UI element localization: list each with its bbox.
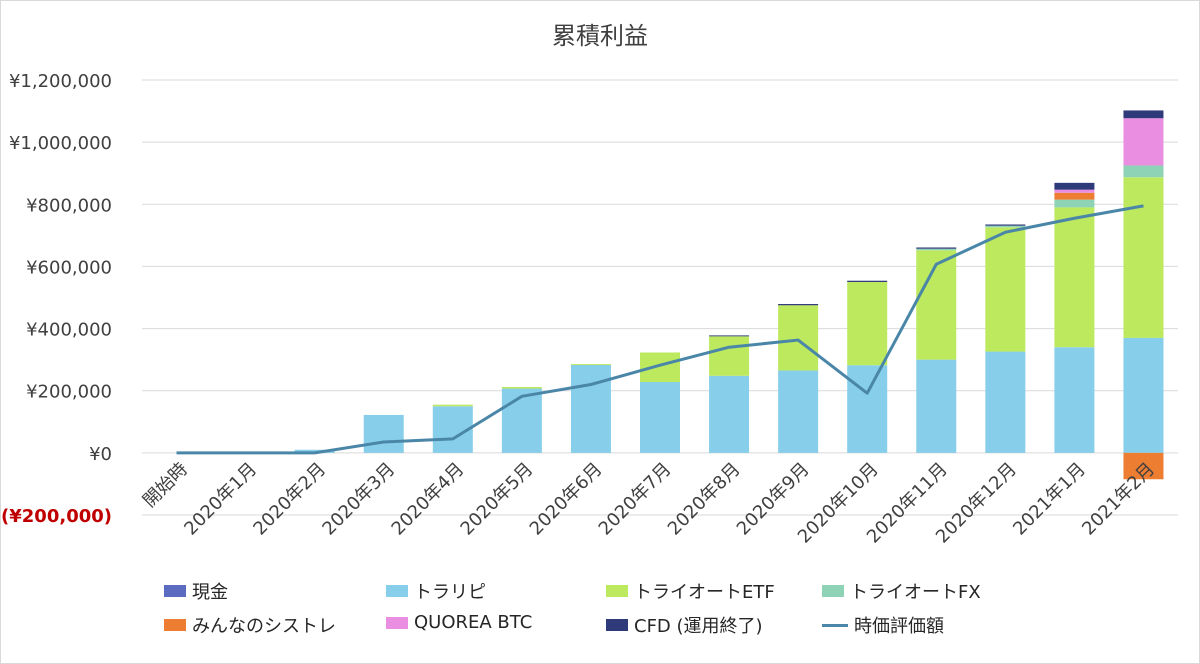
y-tick-label: ¥1,000,000 bbox=[9, 133, 112, 154]
x-tick-label: 2020年5月 bbox=[457, 459, 538, 540]
x-tick-label: 2020年2月 bbox=[249, 459, 330, 540]
bar-segment bbox=[778, 305, 819, 371]
bar-segment bbox=[432, 404, 473, 407]
bar-segment bbox=[985, 225, 1026, 228]
bar-segment bbox=[501, 388, 542, 453]
bar-segment bbox=[1123, 452, 1164, 480]
bar-segment bbox=[570, 363, 611, 365]
bar-segment bbox=[1054, 192, 1095, 200]
bar-segment bbox=[985, 351, 1026, 453]
x-tick-label: 2020年6月 bbox=[526, 459, 607, 540]
x-tick-label: 2020年7月 bbox=[595, 459, 676, 540]
x-tick-label: 2020年1月 bbox=[180, 459, 261, 540]
y-tick-label: ¥800,000 bbox=[26, 195, 112, 216]
bar-segment bbox=[709, 335, 750, 337]
x-tick-label: 2020年3月 bbox=[318, 459, 399, 540]
bar-segment bbox=[709, 336, 750, 376]
y-tick-label: ¥200,000 bbox=[26, 382, 112, 403]
x-tick-label: 2021年2月 bbox=[1078, 459, 1159, 540]
x-tick-label: 開始時 bbox=[139, 459, 192, 512]
y-tick-label: ¥0 bbox=[89, 444, 112, 465]
bar-segment bbox=[778, 304, 819, 306]
bar-segment bbox=[847, 365, 888, 453]
y-tick-label: ¥1,200,000 bbox=[9, 71, 112, 92]
bar-segment bbox=[1123, 165, 1164, 178]
bar-segment bbox=[916, 247, 957, 249]
bar-segment bbox=[916, 250, 957, 360]
bar-segment bbox=[1123, 118, 1164, 166]
bar-segment bbox=[847, 280, 888, 282]
bar-segment bbox=[1054, 182, 1095, 190]
chart-title: 累積利益 bbox=[552, 22, 648, 50]
bar-segment bbox=[501, 386, 542, 389]
bar-segment bbox=[363, 414, 404, 453]
bar-segment bbox=[570, 364, 611, 453]
x-tick-label: 2020年8月 bbox=[664, 459, 745, 540]
bar-segment bbox=[916, 248, 957, 251]
bar-segment bbox=[778, 370, 819, 453]
bar-segment bbox=[640, 382, 680, 453]
bar-segment bbox=[1123, 337, 1164, 453]
y-tick-label: (¥200,000) bbox=[1, 506, 112, 527]
x-tick-label: 2021年1月 bbox=[1009, 459, 1090, 540]
line-series bbox=[176, 204, 1144, 455]
bar-segment bbox=[1054, 189, 1095, 193]
bar-segment bbox=[1123, 110, 1164, 119]
bar-segment bbox=[640, 352, 680, 383]
bar-segment bbox=[709, 375, 750, 453]
bar-segment bbox=[916, 359, 957, 453]
bar-segment bbox=[985, 227, 1026, 352]
bar-segment bbox=[1123, 177, 1164, 338]
x-tick-label: 2020年4月 bbox=[388, 459, 469, 540]
bar-segment bbox=[847, 281, 888, 366]
bar-segment bbox=[1054, 207, 1095, 348]
y-tick-label: ¥600,000 bbox=[26, 257, 112, 278]
y-tick-label: ¥400,000 bbox=[26, 320, 112, 341]
bar-segment bbox=[985, 224, 1026, 226]
bar-segment bbox=[294, 449, 335, 453]
bar-segment bbox=[1054, 347, 1095, 453]
bar-segment bbox=[1054, 199, 1095, 208]
